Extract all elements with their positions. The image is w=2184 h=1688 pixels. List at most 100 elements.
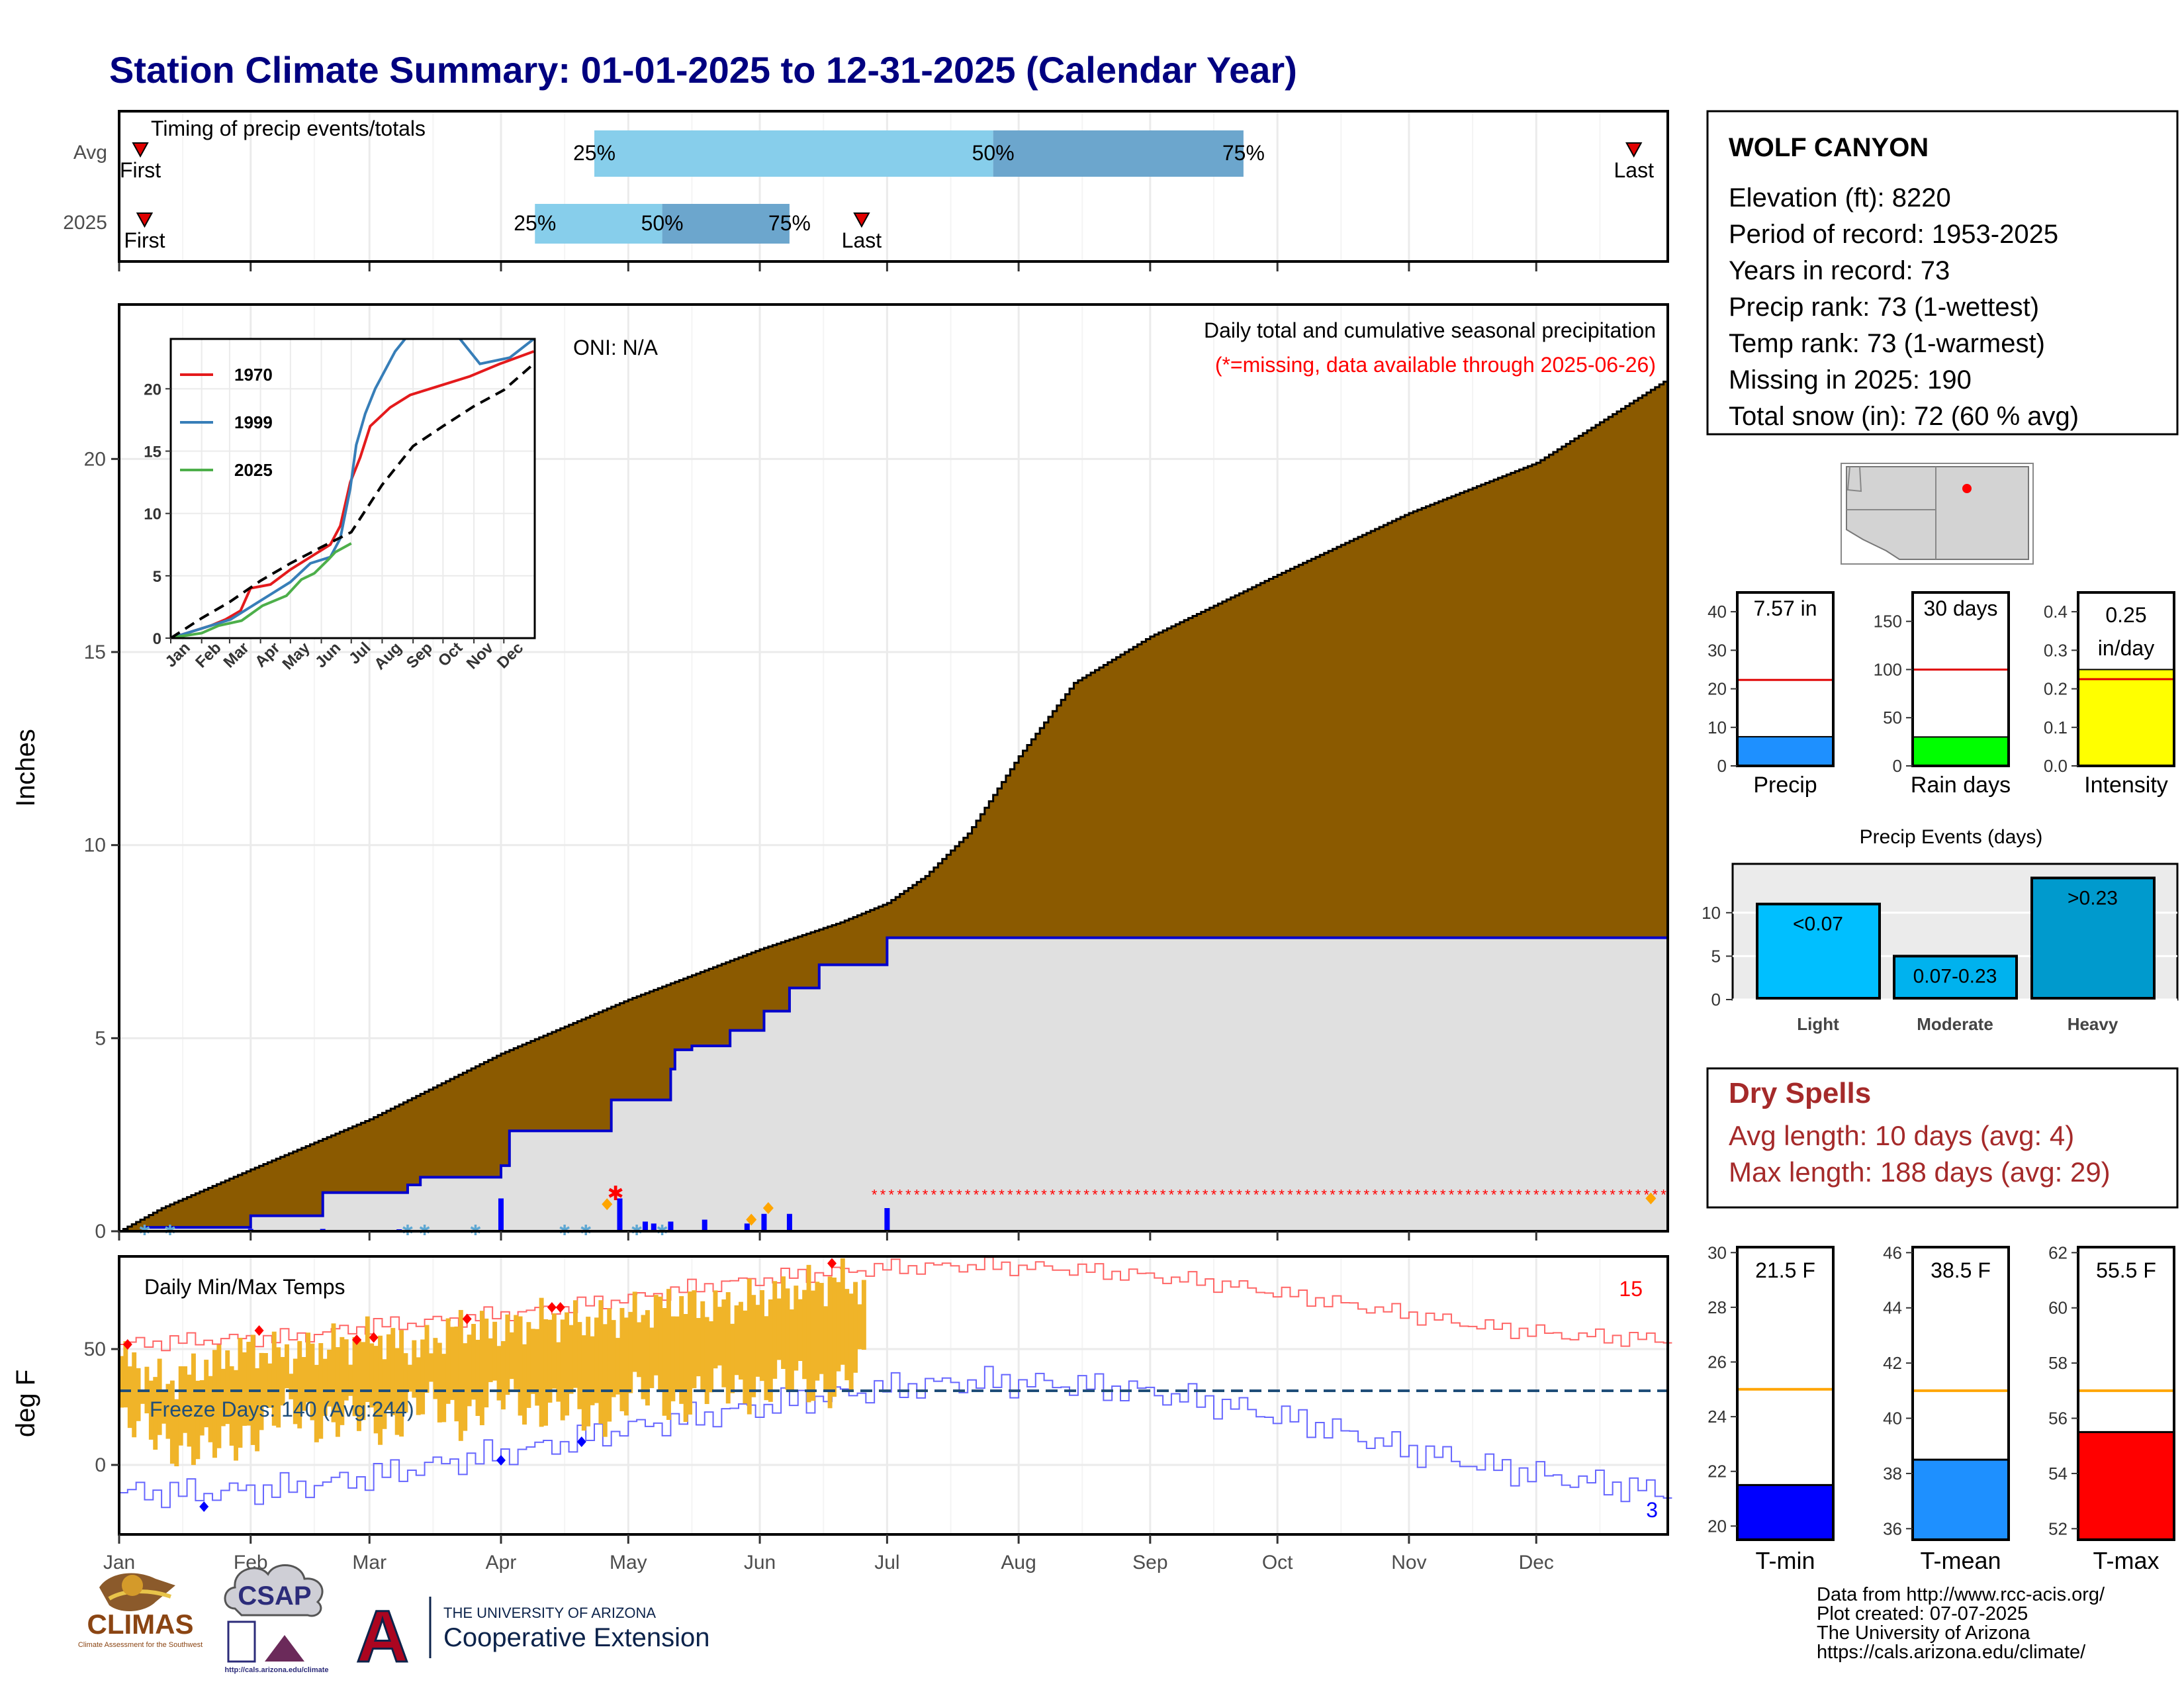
- inset-series-line-1999: [171, 339, 535, 638]
- missing-day-marker: *: [1024, 1187, 1030, 1203]
- daily-temp-range-bar: [641, 1315, 646, 1399]
- daily-temp-range-bar: [518, 1316, 523, 1416]
- daily-temp-range-bar: [717, 1307, 722, 1366]
- daily-temp-range-bar: [645, 1310, 650, 1406]
- daily-temp-range-bar: [424, 1325, 430, 1393]
- missing-day-marker: *: [1482, 1187, 1488, 1203]
- timing-first-label: First: [120, 158, 161, 182]
- ua-extension-logo: A THE UNIVERSITY OF ARIZONA Cooperative …: [355, 1595, 710, 1679]
- intensity-frame: [2077, 591, 2175, 767]
- daily-temp-range-bar: [628, 1311, 633, 1393]
- daily-temp-range-bar: [670, 1316, 676, 1401]
- daily-temp-range-bar: [760, 1290, 764, 1382]
- daily-temp-range-bar: [263, 1352, 268, 1407]
- inset-legend-label-1970: 1970: [234, 365, 273, 385]
- daily-temp-range-bar: [683, 1314, 688, 1423]
- missing-day-marker: *: [982, 1187, 988, 1203]
- daily-temp-range-bar: [789, 1309, 794, 1391]
- daily-temp-range-bar: [132, 1352, 137, 1438]
- missing-day-marker: *: [1007, 1187, 1013, 1203]
- inset-ytick-label: 5: [153, 568, 161, 586]
- record-high-marker: [827, 1258, 837, 1269]
- precip-ytick-label: 30: [1707, 640, 1727, 660]
- rain-days-ytick-label: 0: [1893, 756, 1902, 776]
- timing-first-marker: [136, 212, 154, 228]
- daily-temp-range-bar: [560, 1319, 565, 1421]
- dry-spells-max: Max length: 188 days (avg: 29): [1729, 1156, 2111, 1188]
- timing-quantile-label: 75%: [1222, 141, 1265, 165]
- daily-temp-range-bar: [234, 1370, 239, 1461]
- month-label: Apr: [486, 1552, 517, 1573]
- missing-day-marker: *: [1152, 1187, 1158, 1203]
- daily-temp-range-bar: [174, 1399, 179, 1467]
- daily-temp-range-bar: [551, 1313, 557, 1389]
- missing-day-marker: *: [1508, 1187, 1514, 1203]
- temp-frame: [118, 1255, 1669, 1536]
- daily-temp-range-bar: [161, 1391, 167, 1424]
- tmax-ytick-label: 60: [2048, 1298, 2068, 1318]
- missing-day-marker: *: [1347, 1187, 1353, 1203]
- daily-temp-range-bar: [399, 1330, 404, 1437]
- missing-day-marker: *: [974, 1187, 979, 1203]
- daily-temp-range-bar: [365, 1316, 370, 1402]
- freeze-days-label: Freeze Days: 140 (Avg:244): [150, 1397, 414, 1421]
- missing-day-marker: *: [1423, 1187, 1429, 1203]
- daily-temp-range-bar: [526, 1322, 531, 1408]
- timing-bar-q50-q75: [993, 130, 1244, 177]
- intensity-bar: [2077, 669, 2175, 767]
- daily-temp-range-bar: [331, 1323, 336, 1423]
- daily-temp-range-bar: [768, 1299, 773, 1402]
- timing-bar-q50-q75: [662, 204, 790, 244]
- month-label: Jul: [874, 1552, 899, 1573]
- timing-row-label-2025: 2025: [63, 212, 107, 234]
- daily-temp-range-bar: [572, 1300, 578, 1388]
- daily-temp-range-bar: [153, 1377, 158, 1450]
- daily-temp-range-bar: [463, 1343, 468, 1431]
- daily-temp-range-bar: [123, 1341, 128, 1408]
- daily-temp-range-bar: [229, 1366, 234, 1446]
- record-high-count: 15: [1619, 1277, 1643, 1301]
- station-location-dot: [1962, 484, 1972, 493]
- daily-temp-range-bar: [696, 1318, 701, 1377]
- daily-temp-range-bar: [246, 1342, 251, 1426]
- month-label: Nov: [1391, 1552, 1426, 1573]
- record-high-marker: [352, 1335, 362, 1345]
- timing-first-marker: [132, 142, 149, 158]
- missing-day-marker: *: [1559, 1187, 1565, 1203]
- daily-temp-range-bar: [581, 1335, 586, 1431]
- daily-temp-range-bar: [238, 1337, 243, 1448]
- tmean-frame: [1911, 1246, 2010, 1541]
- daily-temp-range-bar: [412, 1340, 417, 1398]
- daily-temp-range-bar: [280, 1356, 285, 1406]
- daily-temp-range-bar: [488, 1338, 493, 1382]
- daily-temp-range-bar: [653, 1295, 659, 1376]
- csap-logo: CSAP http://cals.arizona.edu/climate: [224, 1564, 329, 1674]
- inset-frame: [169, 338, 536, 639]
- daily-temp-range-bar: [340, 1336, 345, 1425]
- event-bar-light: [1756, 902, 1881, 1000]
- timing-quantile-label: 50%: [641, 211, 684, 235]
- month-label: May: [610, 1552, 647, 1573]
- daily-temp-range-bar: [662, 1308, 667, 1416]
- daily-temp-range-bar: [739, 1301, 743, 1380]
- precip-ytick-label: 5: [95, 1027, 106, 1049]
- event-bar-label-heavy: >0.23: [2068, 887, 2118, 909]
- rain-days-ytick-label: 100: [1874, 659, 1902, 679]
- daily-temp-range-bar: [361, 1342, 366, 1421]
- obs-cumulative-line: [119, 936, 1668, 1233]
- tmin-xlabel: T-min: [1756, 1547, 1815, 1574]
- daily-temp-range-bar: [352, 1336, 357, 1417]
- daily-temp-range-bar: [679, 1296, 684, 1404]
- tmax-ytick-label: 58: [2048, 1353, 2068, 1373]
- daily-precip-bar: [702, 1219, 707, 1231]
- record-low-marker: [199, 1501, 209, 1512]
- daily-temp-range-bar: [853, 1282, 858, 1373]
- missing-day-marker: *: [1211, 1187, 1217, 1203]
- missing-day-marker: *: [880, 1187, 886, 1203]
- missing-day-marker: *: [1525, 1187, 1531, 1203]
- station-name: WOLF CANYON: [1729, 133, 1929, 162]
- daily-temp-range-bar: [255, 1368, 260, 1452]
- ua-top-text: THE UNIVERSITY OF ARIZONA: [443, 1605, 656, 1621]
- missing-day-marker: *: [1067, 1187, 1073, 1203]
- daily-temp-range-bar: [369, 1343, 375, 1408]
